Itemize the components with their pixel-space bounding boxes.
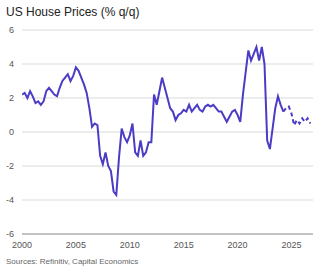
- svg-text:6: 6: [9, 25, 14, 35]
- html-text:Sources: Refinitiv, Capital Ec: Sources: Refinitiv, Capital Economics: [6, 257, 139, 266]
- svg-text:-4: -4: [6, 195, 14, 205]
- svg-text:2000: 2000: [12, 240, 32, 250]
- svg-text:2010: 2010: [120, 240, 140, 250]
- svg-text:-2: -2: [6, 161, 14, 171]
- svg-text:2025: 2025: [281, 240, 301, 250]
- html-text:US House Prices (% q/q): US House Prices (% q/q): [6, 5, 140, 19]
- svg-text:2: 2: [9, 93, 14, 103]
- svg-text:-6: -6: [6, 229, 14, 239]
- svg-text:4: 4: [9, 59, 14, 69]
- svg-text:0: 0: [9, 127, 14, 137]
- svg-text:2005: 2005: [66, 240, 86, 250]
- svg-text:2015: 2015: [174, 240, 194, 250]
- svg-text:2020: 2020: [228, 240, 248, 250]
